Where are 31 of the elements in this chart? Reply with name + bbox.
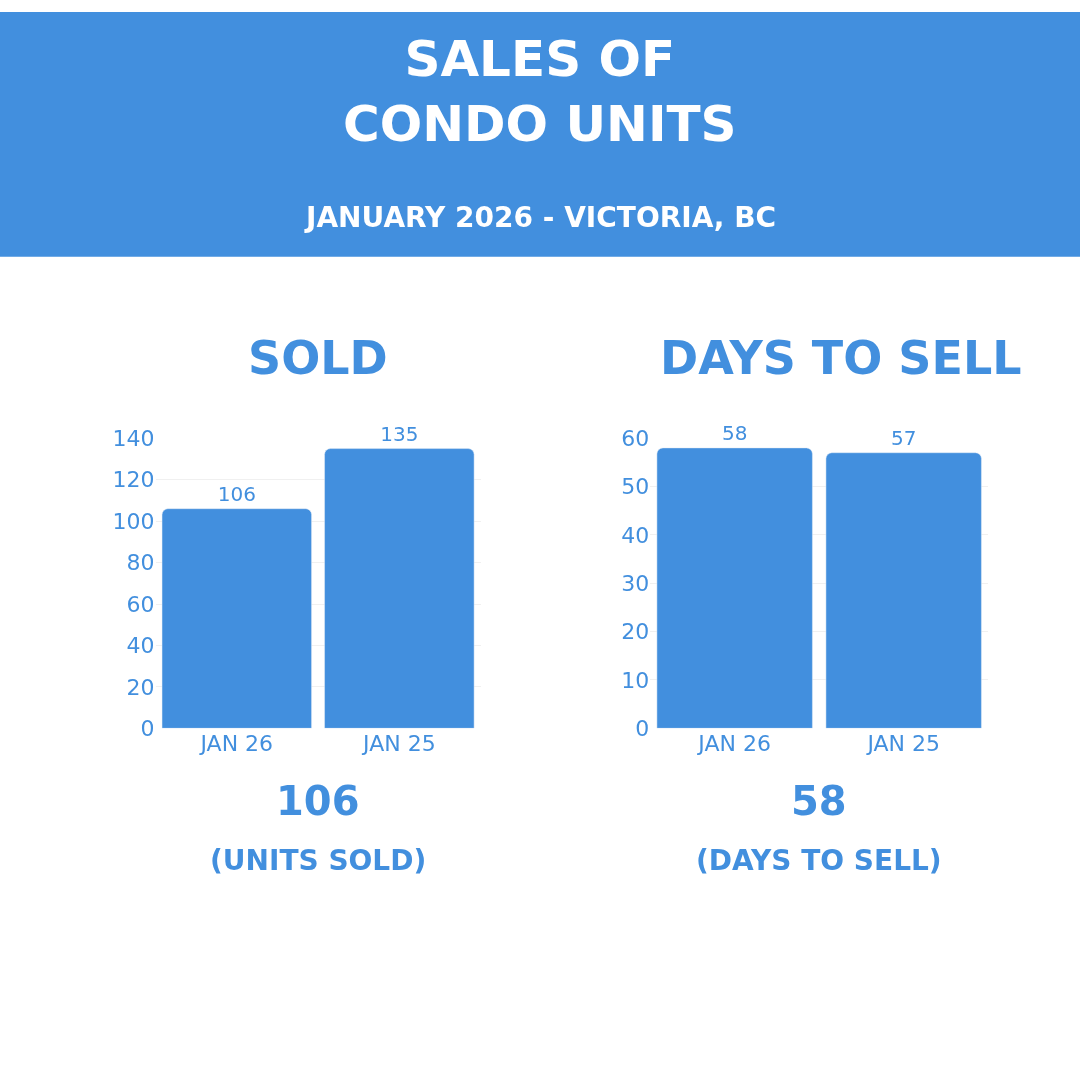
x-tick-label: JAN 25 <box>865 731 940 757</box>
y-tick-label: 60 <box>126 591 155 617</box>
y-tick-label: 0 <box>635 716 650 742</box>
text: SALES OF CONDO UNITS <box>343 30 737 153</box>
chart-title: DAYS TO SELL <box>660 331 1022 385</box>
y-tick-label: 80 <box>126 550 155 576</box>
y-tick-label: 40 <box>621 522 650 548</box>
data-label: 57 <box>890 425 917 450</box>
data-label: 58 <box>721 420 748 445</box>
text: (UNITS SOLD) <box>210 844 427 877</box>
text: JANUARY 2026 - VICTORIA, BC <box>304 201 777 234</box>
x-tick-label: JAN 26 <box>696 731 771 757</box>
text: 106 <box>276 778 360 824</box>
y-tick-label: 120 <box>112 467 155 493</box>
y-tick-label: 20 <box>621 619 650 645</box>
y-tick-label: 60 <box>621 425 650 451</box>
chart-title: SOLD <box>248 331 388 385</box>
text: (DAYS TO SELL) <box>696 844 942 877</box>
y-tick-label: 100 <box>112 508 155 534</box>
y-tick-label: 10 <box>621 667 650 693</box>
data-label: 135 <box>380 421 419 446</box>
x-tick-label: JAN 26 <box>198 731 274 757</box>
y-tick-label: 30 <box>621 570 650 596</box>
y-tick-label: 50 <box>621 474 650 500</box>
text: 58 <box>791 778 847 824</box>
y-tick-label: 140 <box>112 425 155 451</box>
data-label: 106 <box>217 481 256 506</box>
y-tick-label: 20 <box>126 674 155 700</box>
y-tick-label: 40 <box>126 633 155 659</box>
y-tick-label: 0 <box>140 716 155 742</box>
x-tick-label: JAN 25 <box>361 731 436 757</box>
